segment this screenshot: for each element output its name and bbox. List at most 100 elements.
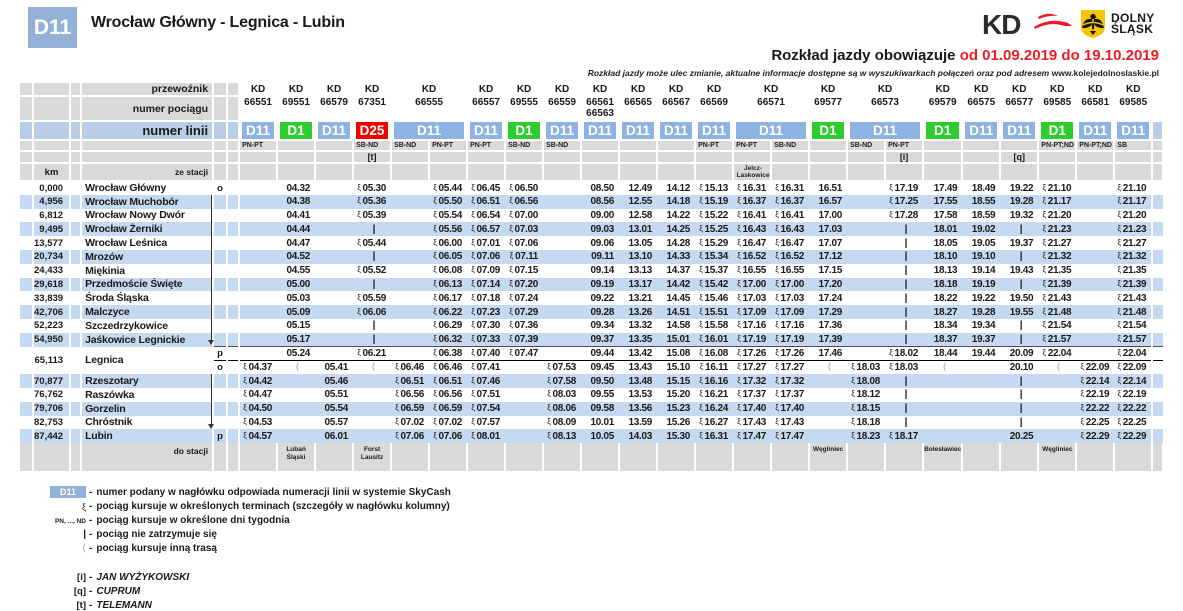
legend-item: | - pociąg nie zatrzymuje się	[83, 529, 217, 540]
time-cell: ξ 08.09	[547, 416, 577, 428]
cap	[227, 121, 241, 141]
time-cell	[391, 209, 429, 223]
carrier-cell: KD	[315, 83, 355, 97]
day-cell: PN-PT	[467, 140, 507, 152]
time-cell	[1076, 249, 1115, 264]
from-station-cell	[771, 163, 811, 182]
endcap	[1151, 374, 1164, 388]
time-cell	[353, 429, 392, 444]
line-badge-cell: D11	[543, 121, 583, 141]
cap	[227, 359, 241, 375]
cap	[33, 96, 72, 122]
cap	[20, 277, 34, 292]
time-cell: 12.49	[628, 182, 653, 194]
time-cell: 17.15	[818, 265, 843, 277]
cap	[70, 415, 83, 430]
time-cell: 16.51	[818, 182, 843, 194]
to-station-cell: Forst Lausitz	[353, 443, 393, 472]
time-cell	[543, 332, 582, 347]
cap	[20, 249, 34, 264]
from-station-cell	[353, 163, 393, 182]
time-cell	[277, 401, 316, 416]
time-cell: ξ 05.44	[357, 237, 387, 249]
km-cell: 33,839	[33, 291, 72, 306]
endcap	[1151, 208, 1164, 223]
time-cell: 09.14	[590, 265, 615, 277]
time-cell: 17.58	[933, 209, 958, 221]
cap	[227, 443, 241, 472]
cap	[70, 429, 83, 444]
line-badge-cell: D11	[619, 121, 659, 141]
carrier-cell: KD	[695, 83, 735, 97]
line-badge-cell: D1	[1038, 121, 1078, 141]
cap	[20, 332, 34, 347]
cap	[70, 83, 83, 97]
line-badge-cell: D11	[315, 121, 355, 141]
time-cell: 13.21	[628, 292, 653, 304]
time-cell: ξ 16.47	[775, 237, 805, 249]
km-cell: 4,956	[33, 194, 72, 209]
time-cell: |	[353, 222, 392, 237]
cap	[20, 208, 34, 223]
train-mark-cell	[771, 151, 811, 164]
time-cell: 09.44	[581, 346, 620, 361]
time-cell: |	[885, 305, 924, 319]
train-number-cell: 66579	[315, 96, 355, 122]
legend-line-badge: D11	[50, 486, 86, 498]
train-mark-cell	[505, 151, 545, 164]
station-name: Wrocław Główny	[81, 181, 215, 195]
time-cell: ξ 21.17	[1114, 194, 1153, 209]
time-cell	[543, 319, 581, 333]
time-cell: ξ 22.29	[1114, 429, 1153, 444]
train-number-cell: 66557	[467, 96, 507, 122]
cap	[213, 443, 229, 472]
time-cell: ξ 21.39	[1038, 277, 1077, 292]
time-cell: 13.42	[619, 346, 658, 361]
dolny-slask-eagle-icon	[1081, 10, 1105, 38]
time-cell	[315, 249, 354, 264]
time-cell: ξ 06.13	[429, 277, 468, 292]
time-cell: ξ 16.27	[699, 416, 729, 428]
time-cell: 14.18	[657, 194, 696, 209]
stop-marker: o	[213, 181, 229, 195]
time-cell	[1076, 346, 1115, 361]
time-cell: ξ 21.35	[1042, 265, 1072, 277]
station-name: Przedmoście Święte	[81, 277, 215, 292]
legend-item: PN, ..., ND - pociąg kursuje w określone d…	[54, 515, 290, 526]
endcap	[1151, 387, 1164, 402]
station-name: Wrocław Leśnica	[81, 236, 215, 250]
time-cell: 09.55	[590, 389, 615, 401]
time-cell: ξ 05.39	[357, 209, 387, 221]
from-station-cell	[619, 163, 659, 182]
line-badge-cell: D1	[277, 121, 317, 141]
day-cell	[962, 140, 1002, 152]
time-cell: ξ 06.51	[467, 194, 506, 209]
cap	[213, 96, 229, 122]
time-cell	[962, 401, 1001, 416]
time-cell: ξ 21.43	[1042, 292, 1072, 304]
day-cell	[277, 140, 317, 152]
time-cell: ξ 17.26	[771, 346, 810, 361]
time-cell: ξ 04.57	[239, 429, 278, 444]
time-cell: ξ 07.09	[471, 265, 501, 277]
km-cell: 13,577	[33, 236, 72, 250]
time-cell: 12.58	[628, 209, 653, 221]
from-station-cell	[1114, 163, 1154, 182]
cap	[20, 443, 34, 472]
train-mark-cell	[1114, 151, 1154, 164]
time-cell	[353, 401, 392, 416]
time-cell: ξ 17.27	[733, 359, 772, 375]
time-cell: 05.09	[277, 305, 316, 319]
train-mark-cell	[467, 151, 507, 164]
time-cell: ξ 06.05	[429, 249, 468, 264]
kd-logo-icon: KD	[982, 9, 1072, 40]
train-mark-cell	[277, 151, 317, 164]
cap	[227, 140, 241, 152]
time-cell: 18.22	[933, 292, 958, 304]
line-badge-cell: D1	[505, 121, 545, 141]
time-cell: 09.11	[581, 249, 620, 264]
train-number-cell: 66555	[391, 96, 469, 122]
cap	[20, 291, 34, 306]
carrier-cell: KD	[962, 83, 1002, 97]
time-cell	[391, 332, 430, 347]
